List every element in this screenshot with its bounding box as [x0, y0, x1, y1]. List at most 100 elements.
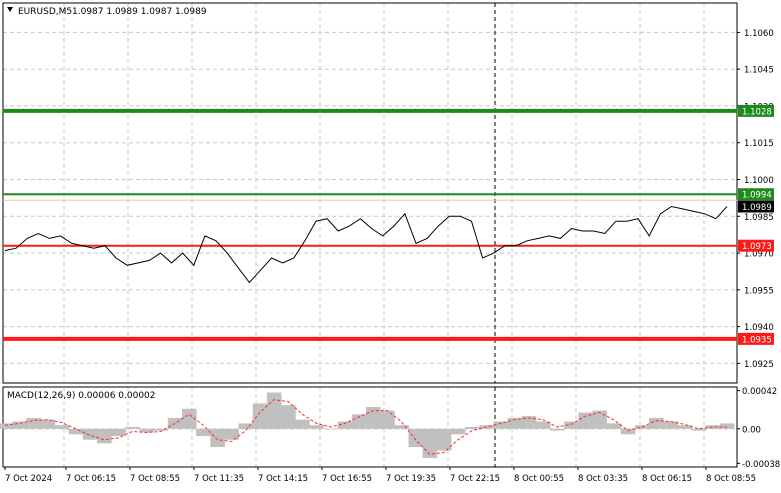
price-levels: [3, 108, 737, 341]
time-tick-label: 7 Oct 19:35: [386, 474, 436, 484]
level-label-box: [738, 332, 774, 345]
macd-bar: [82, 428, 98, 440]
macd-tick-label: -0.00038: [742, 460, 780, 470]
macd-signal-line: [4, 399, 727, 455]
macd-bar: [40, 419, 55, 429]
macd-bar: [366, 407, 381, 429]
level-label-box: [738, 188, 774, 201]
price-line: [4, 205, 728, 284]
macd-bar: [351, 414, 367, 429]
macd-bar: [139, 428, 155, 433]
time-tick-label: 8 Oct 06:15: [642, 474, 692, 484]
macd-bar: [238, 423, 254, 429]
time-tick-label: 8 Oct 03:35: [578, 474, 628, 484]
time-tick-label: 7 Oct 06:15: [66, 474, 116, 484]
macd-bar: [309, 425, 324, 429]
price-level-labels: 1.1028 1.0994 1.0989 1.0973 1.0935: [738, 104, 774, 345]
macd-bar: [0, 423, 13, 429]
time-tick-label: 7 Oct 11:35: [194, 474, 244, 484]
macd-bar: [54, 425, 70, 429]
price-tick-label: 1.0970: [744, 250, 774, 260]
macd-bar: [719, 423, 735, 429]
time-tick-label: 7 Oct 08:55: [130, 474, 180, 484]
macd-bar: [97, 428, 112, 444]
macd-bar: [26, 417, 41, 429]
macd-bar: [550, 428, 565, 431]
level-label: 1.0994: [742, 191, 772, 201]
price-tick-label: 1.1045: [744, 66, 774, 76]
macd-bar: [578, 412, 593, 429]
macd-bar: [422, 428, 438, 458]
price-tick-label: 1.0940: [744, 323, 774, 333]
level-label-box: [738, 239, 774, 252]
macd-bar: [521, 416, 537, 429]
level-label-box: [738, 104, 774, 117]
price-tick-label: 1.1015: [744, 139, 774, 149]
macd-bar: [281, 405, 296, 429]
macd-bar: [620, 428, 636, 435]
macd-bar: [196, 428, 211, 437]
price-tick-label: 1.0925: [744, 360, 774, 370]
macd-bar: [210, 428, 225, 447]
time-tick-label: 8 Oct 00:55: [514, 474, 564, 484]
macd-bar: [12, 421, 27, 429]
macd-bar: [182, 408, 197, 429]
macd-bar: [408, 428, 424, 447]
macd-tick-label: 0.00042: [742, 387, 777, 397]
price-tick-label: 1.0985: [744, 213, 774, 223]
level-label: 1.0989: [742, 203, 772, 213]
level-label: 1.1028: [742, 107, 772, 117]
macd-bar: [436, 428, 452, 451]
time-tick-label: 8 Oct 08:55: [706, 474, 756, 484]
macd-bar: [677, 425, 693, 429]
price-tick-label: 1.1000: [744, 176, 774, 186]
macd-bar: [68, 428, 84, 435]
macd-bar: [323, 428, 339, 430]
macd-bar: [111, 428, 126, 437]
price-series: [4, 205, 728, 284]
macd-bar: [705, 425, 721, 429]
macd-bar: [507, 417, 523, 429]
macd-y-axis: 0.00042 0.00 -0.00038: [737, 387, 780, 470]
macd-bar: [649, 417, 664, 429]
time-axis: 7 Oct 2024 7 Oct 06:15 7 Oct 08:55 7 Oct 11…: [4, 467, 756, 484]
macd-bar: [450, 428, 466, 435]
level-label: 1.0973: [742, 242, 772, 252]
price-tick-label: 1.1060: [744, 29, 774, 39]
macd-bar: [224, 428, 239, 440]
price-grid: [3, 3, 737, 383]
macd-bar: [493, 421, 508, 429]
macd-bar: [663, 421, 678, 429]
macd-bar: [252, 403, 268, 429]
macd-label: MACD(12,26,9) 0.00006 0.00002: [7, 391, 156, 401]
macd-signal: [4, 399, 727, 455]
macd-bar: [337, 421, 353, 429]
macd-bar: [125, 427, 140, 429]
time-tick-label: 7 Oct 16:55: [322, 474, 372, 484]
macd-bar: [564, 421, 579, 429]
macd-tick-label: 0.00: [742, 425, 761, 435]
ohlc-values: 1.0987 1.0989 1.0987 1.0989: [72, 7, 207, 17]
macd-bar: [606, 423, 622, 429]
time-tick-label: 7 Oct 14:15: [258, 474, 308, 484]
macd-bar: [266, 392, 282, 429]
macd-bar: [153, 428, 169, 431]
price-panel-border: [2, 2, 738, 384]
level-label: 1.0935: [742, 335, 772, 345]
macd-bar: [295, 419, 310, 429]
symbol-label: EURUSD,M5: [18, 7, 72, 17]
triangle-down-icon[interactable]: [7, 7, 13, 12]
macd-bar: [535, 421, 551, 429]
time-tick-label: 7 Oct 2024: [5, 474, 52, 484]
macd-bar: [394, 425, 409, 429]
macd-bar: [465, 427, 480, 429]
price-tick-label: 1.0955: [744, 286, 774, 296]
level-label-box: [738, 200, 774, 213]
macd-bar: [691, 428, 707, 431]
macd-bar: [380, 410, 395, 429]
time-tick-label: 7 Oct 22:15: [450, 474, 500, 484]
macd-bar: [592, 410, 608, 429]
macd-histogram: [0, 392, 735, 458]
